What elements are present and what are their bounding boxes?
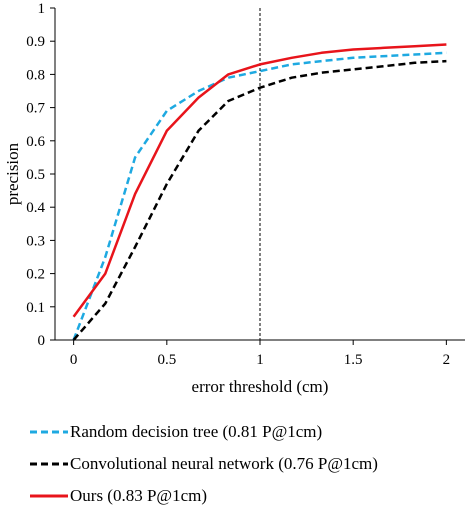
- legend: Random decision tree (0.81 P@1cm) Convol…: [30, 418, 378, 514]
- y-tick-label: 0.1: [26, 300, 45, 316]
- legend-label-cnn: Convolutional neural network (0.76 P@1cm…: [70, 453, 378, 473]
- y-tick-label: 1: [38, 1, 46, 17]
- y-tick-label: 0.3: [26, 233, 45, 249]
- y-tick-label: 0.2: [26, 267, 45, 283]
- series-line-2: [72, 43, 447, 318]
- series-line-0: [72, 51, 447, 341]
- legend-item-random-decision-tree: Random decision tree (0.81 P@1cm): [30, 418, 378, 445]
- x-tick-label: 1.5: [344, 352, 363, 368]
- x-tick-label: 0.5: [157, 352, 176, 368]
- x-axis: 0 0.5 1 1.5 2: [55, 339, 465, 368]
- series-line-1: [72, 59, 447, 341]
- y-tick-label: 0.5: [26, 167, 45, 183]
- legend-label-ours: Ours (0.83 P@1cm): [70, 485, 208, 505]
- y-tick-label: 0.8: [26, 67, 45, 83]
- x-tick-label: 0: [70, 352, 78, 368]
- x-axis-title: error threshold (cm): [192, 377, 329, 396]
- legend-label-random-decision-tree: Random decision tree (0.81 P@1cm): [70, 421, 323, 441]
- y-axis: 0 0.1 0.2 0.3 0.4 0.5 0.6 0.7 0.8 0.9 1: [26, 1, 56, 349]
- y-tick-label: 0.9: [26, 34, 45, 50]
- y-tick-label: 0.6: [26, 134, 45, 150]
- y-axis-title: precision: [3, 142, 22, 205]
- y-tick-label: 0: [38, 333, 46, 349]
- y-tick-label: 0.7: [26, 101, 45, 117]
- series-layer: [72, 43, 447, 341]
- legend-swatch-cnn: [30, 462, 68, 465]
- legend-swatch-random-decision-tree: [30, 430, 68, 433]
- precision-chart: 00.10.20.30.40.50.60.70.80.91 0 0.5 1 1.5 2 …: [3, 1, 465, 396]
- legend-item-cnn: Convolutional neural network (0.76 P@1cm…: [30, 450, 378, 477]
- legend-item-ours: Ours (0.83 P@1cm): [30, 482, 378, 509]
- legend-swatch-ours: [30, 494, 68, 497]
- x-tick-label: 2: [443, 352, 451, 368]
- y-tick-label: 0.4: [26, 200, 45, 216]
- x-tick-label: 1: [256, 352, 264, 368]
